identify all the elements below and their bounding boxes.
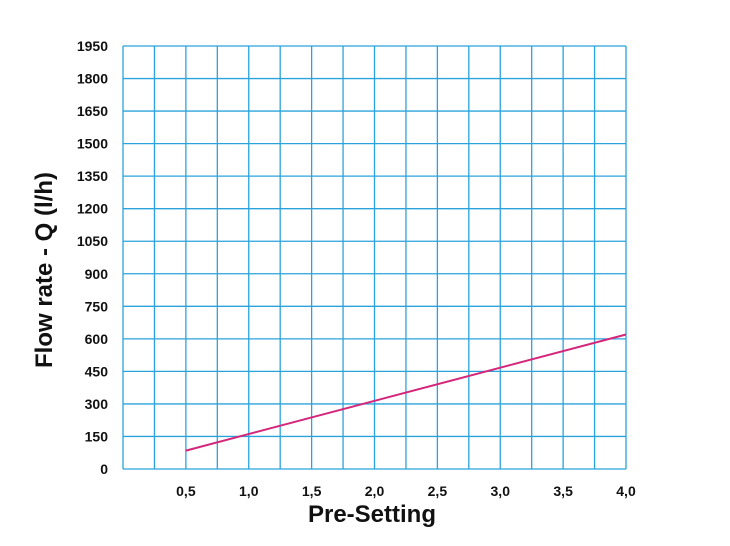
y-tick-label-5: 750 — [85, 298, 109, 314]
x-axis-title: Pre-Setting — [308, 501, 436, 528]
y-tick-label-4: 600 — [85, 331, 109, 347]
grid — [122, 45, 627, 470]
y-tick-labels: 0 150 300 450 600 750 900 1050 1200 1350 1500 1650 1… — [77, 38, 108, 477]
y-tick-label-3: 450 — [85, 363, 109, 379]
x-tick-label-3: 2,0 — [365, 483, 385, 499]
x-tick-label-7: 4,0 — [616, 483, 636, 499]
y-axis-title: Flow rate - Q (l/h) — [31, 172, 58, 368]
y-tick-label-13: 1950 — [77, 38, 108, 54]
y-tick-label-8: 1200 — [77, 201, 108, 217]
x-tick-label-1: 1,0 — [239, 483, 259, 499]
y-tick-label-7: 1050 — [77, 233, 108, 249]
x-tick-labels: 0,5 1,0 1,5 2,0 2,5 3,0 3,5 4,0 — [176, 483, 636, 499]
y-tick-label-1: 150 — [85, 428, 109, 444]
y-tick-label-6: 900 — [85, 266, 109, 282]
series-layer — [185, 333, 627, 452]
x-tick-label-6: 3,5 — [553, 483, 573, 499]
series-line-0 — [185, 333, 627, 452]
y-tick-label-12: 1800 — [77, 71, 108, 87]
y-tick-label-11: 1650 — [77, 103, 108, 119]
y-tick-label-0: 0 — [100, 461, 108, 477]
y-tick-label-2: 300 — [85, 396, 109, 412]
y-tick-label-9: 1350 — [77, 168, 108, 184]
x-tick-label-0: 0,5 — [176, 483, 196, 499]
x-tick-label-4: 2,5 — [428, 483, 448, 499]
x-tick-label-5: 3,0 — [491, 483, 511, 499]
x-tick-label-2: 1,5 — [302, 483, 322, 499]
y-tick-label-10: 1500 — [77, 136, 108, 152]
